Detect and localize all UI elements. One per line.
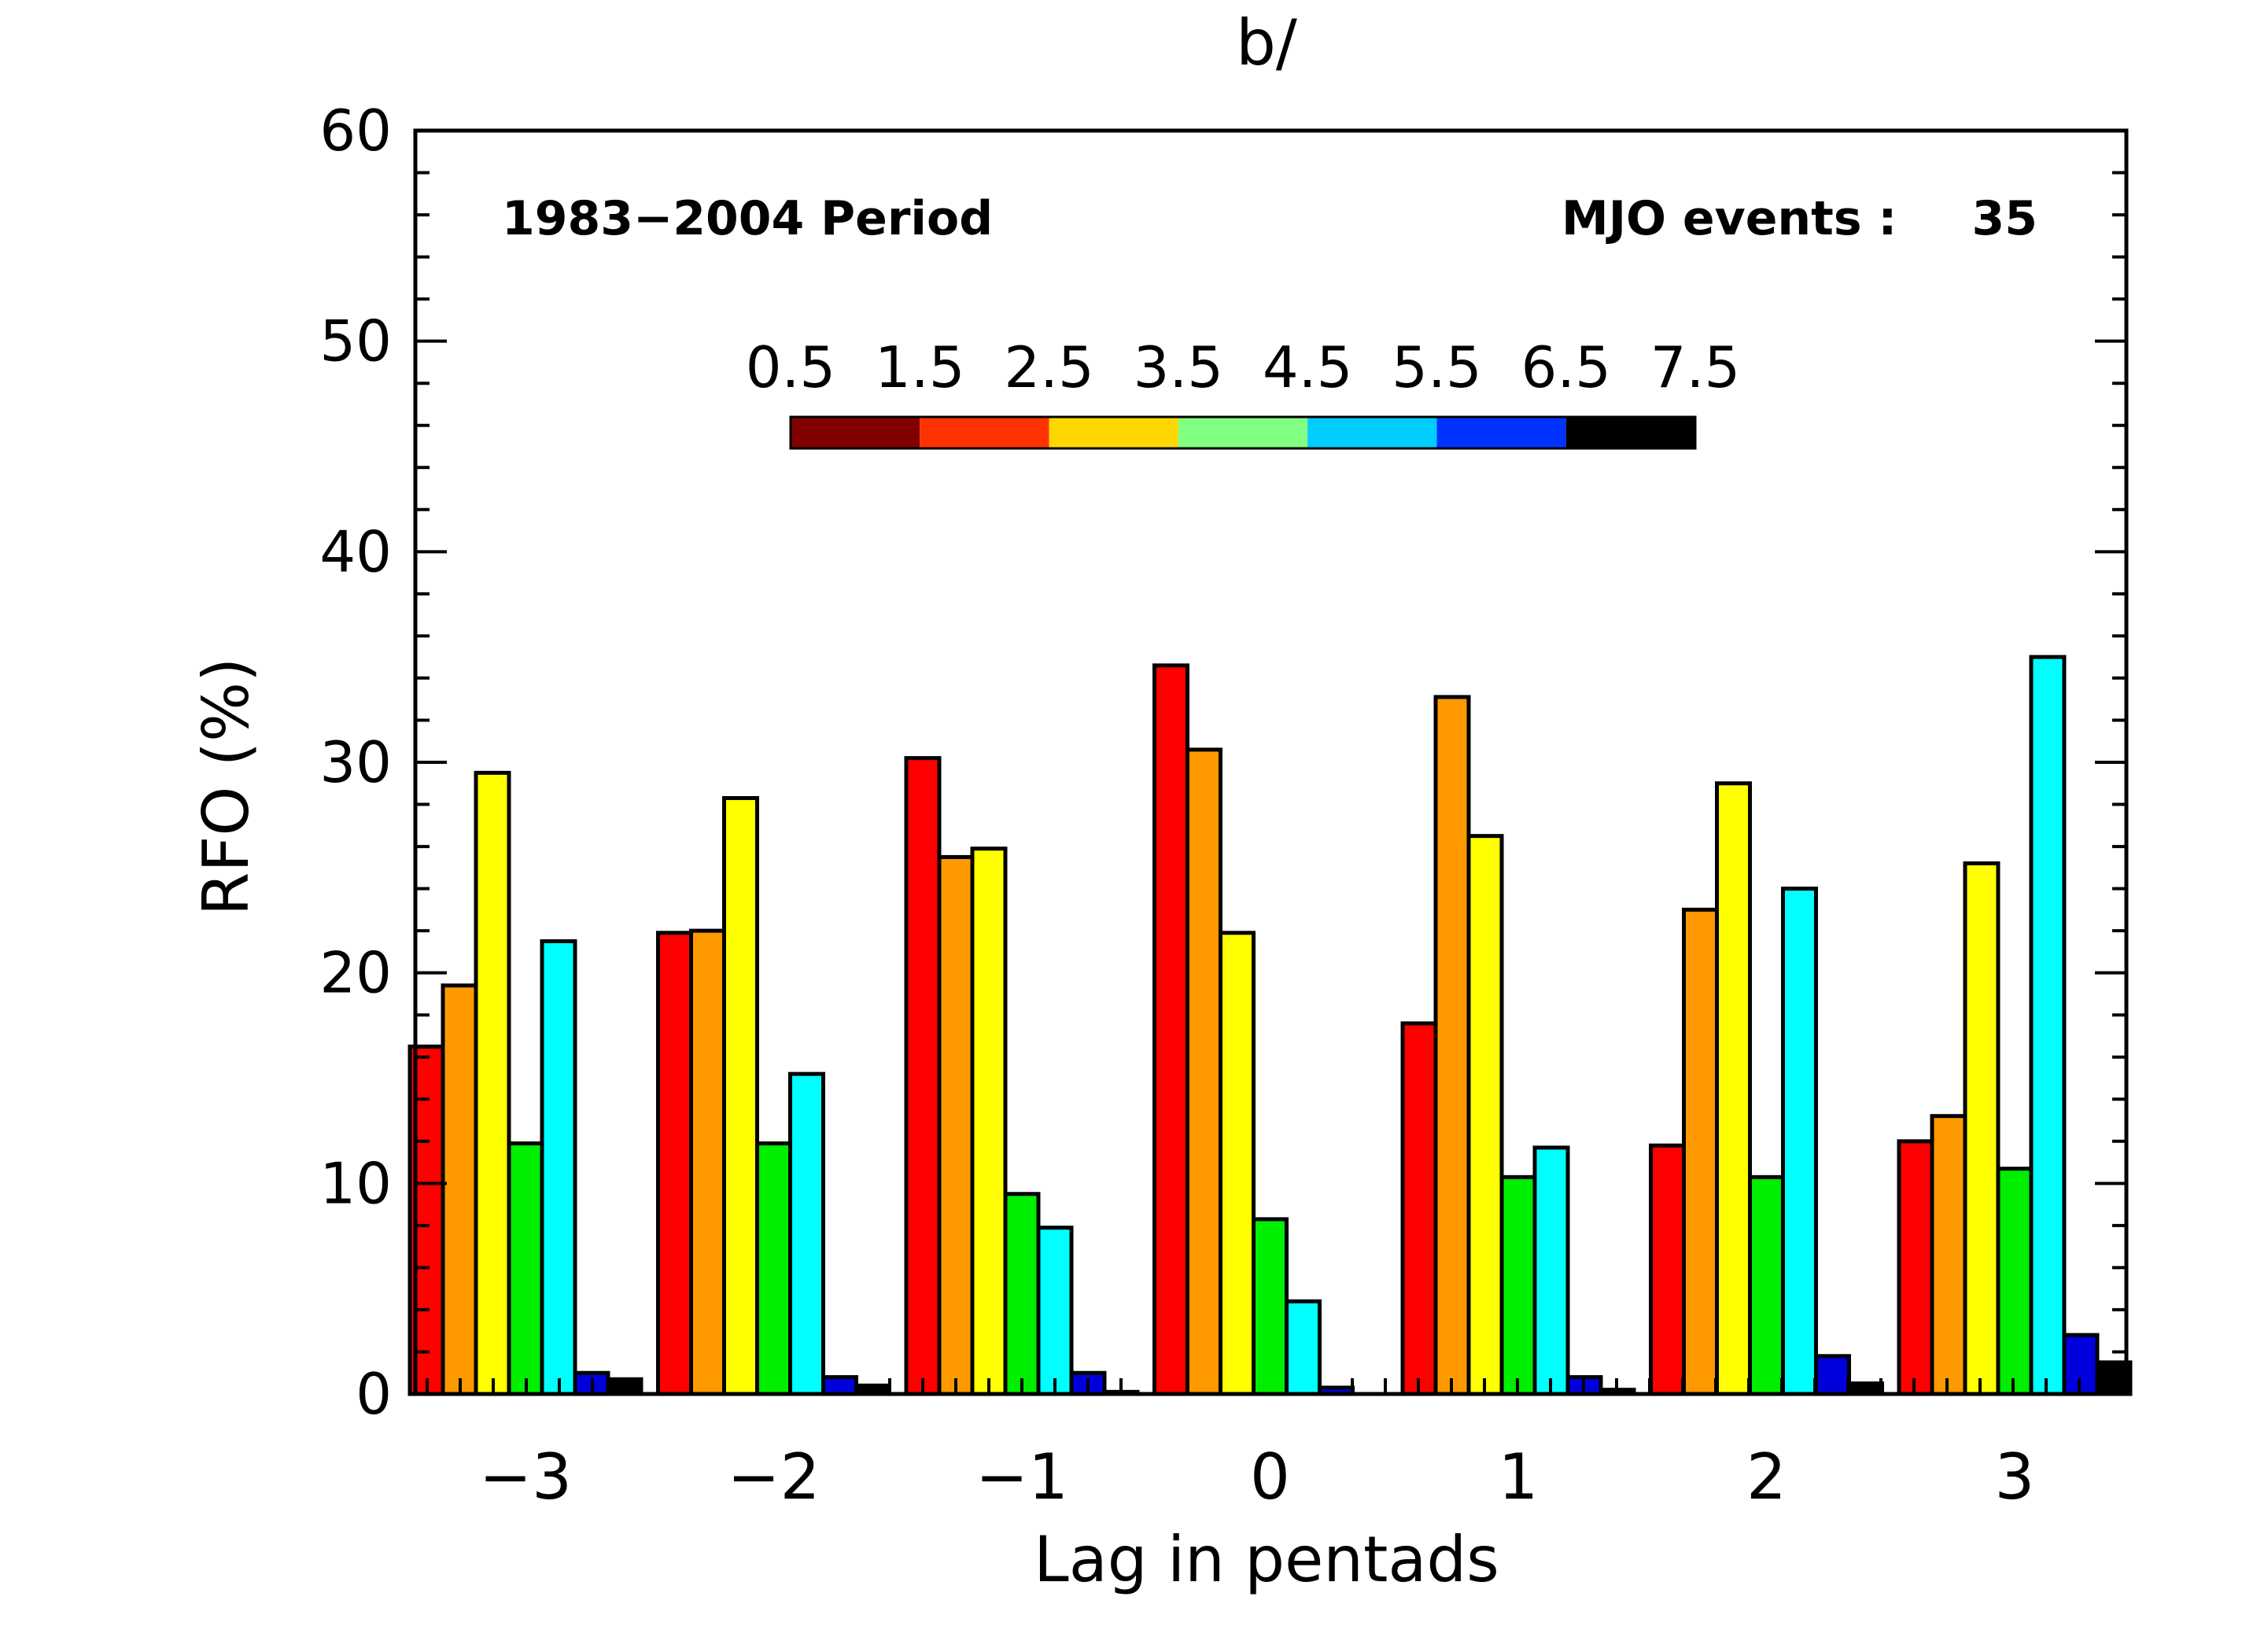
bar (1930, 1114, 1967, 1396)
bar (1532, 1145, 1570, 1396)
bar (507, 1141, 544, 1396)
bar (1466, 834, 1504, 1396)
bar (1682, 907, 1719, 1396)
colorbar-label: 4.5 (1263, 334, 1353, 400)
chart-title: b/ (1236, 6, 1297, 79)
axes-layer: 0 10 20 30 40 50 60 −3 −2 −1 0 1 2 3 (319, 98, 2126, 1514)
colorbar-segment (1565, 417, 1695, 448)
y-axis-title: RFO (%) (190, 658, 263, 916)
bar (1285, 1299, 1322, 1396)
colorbar-label: 0.5 (746, 334, 836, 400)
bar (656, 931, 693, 1396)
y-tick-label: 40 (319, 518, 392, 584)
bar (1748, 1174, 1785, 1396)
plot-frame (413, 128, 2129, 1396)
colorbar-label: 7.5 (1650, 334, 1741, 400)
bar (2029, 655, 2067, 1396)
x-tick-label: 3 (1995, 1440, 2035, 1514)
bar (1003, 1192, 1041, 1396)
colorbar-segment (1307, 417, 1437, 448)
bar (689, 928, 726, 1396)
colorbar-segment (1049, 417, 1178, 448)
bar (788, 1071, 825, 1396)
bar (1186, 747, 1222, 1396)
colorbar-segment (1178, 417, 1308, 448)
bars-layer (407, 655, 2133, 1396)
y-tick-label: 0 (356, 1361, 392, 1427)
colorbar-label: 3.5 (1134, 334, 1224, 400)
colorbar-label: 1.5 (875, 334, 965, 400)
bar (474, 770, 511, 1396)
y-tick-label: 20 (319, 940, 392, 1006)
bar (1897, 1139, 1934, 1396)
bar (1433, 695, 1471, 1396)
x-tick-label: −3 (479, 1440, 572, 1514)
bar (1219, 931, 1256, 1396)
bar (1400, 1021, 1438, 1396)
bar (1814, 1354, 1851, 1396)
bar (937, 854, 975, 1396)
bar (1996, 1167, 2034, 1396)
period-annotation: 1983−2004 Period (502, 191, 993, 246)
colorbar-label: 2.5 (1004, 334, 1094, 400)
x-tick-label: −2 (728, 1440, 820, 1514)
colorbar-label: 6.5 (1521, 334, 1611, 400)
bar (1152, 663, 1189, 1396)
bar (1781, 887, 1818, 1396)
bar (821, 1375, 858, 1396)
x-tick-label: 1 (1499, 1440, 1539, 1514)
colorbar-segment (791, 417, 920, 448)
colorbar-legend: 0.5 1.5 2.5 3.5 4.5 5.5 6.5 7.5 (746, 334, 1741, 450)
colorbar-label: 5.5 (1392, 334, 1482, 400)
x-tick-label: 2 (1746, 1440, 1787, 1514)
bar (904, 756, 942, 1396)
x-axis-title: Lag in pentads (1034, 1523, 1499, 1596)
x-tick-label: 0 (1250, 1440, 1290, 1514)
x-tick-label: −1 (975, 1440, 1068, 1514)
bar (1036, 1226, 1074, 1396)
bar (1499, 1174, 1537, 1396)
bar (441, 983, 478, 1396)
bar (1963, 861, 2000, 1396)
colorbar-segment (920, 417, 1049, 448)
bar (1649, 1143, 1686, 1396)
y-tick-label: 60 (319, 98, 392, 164)
colorbar-frame (789, 415, 1697, 450)
bar (1715, 781, 1752, 1396)
bar (540, 939, 577, 1396)
y-tick-label: 50 (319, 308, 392, 374)
y-tick-label: 10 (319, 1150, 392, 1216)
bar (722, 796, 759, 1396)
bar (970, 846, 1008, 1396)
events-label: MJO events : (1562, 191, 1897, 246)
events-count: 35 (1972, 191, 2038, 246)
bar (1252, 1217, 1289, 1396)
y-tick-label: 30 (319, 729, 392, 795)
colorbar-segment (1436, 417, 1566, 448)
bar (755, 1141, 792, 1396)
